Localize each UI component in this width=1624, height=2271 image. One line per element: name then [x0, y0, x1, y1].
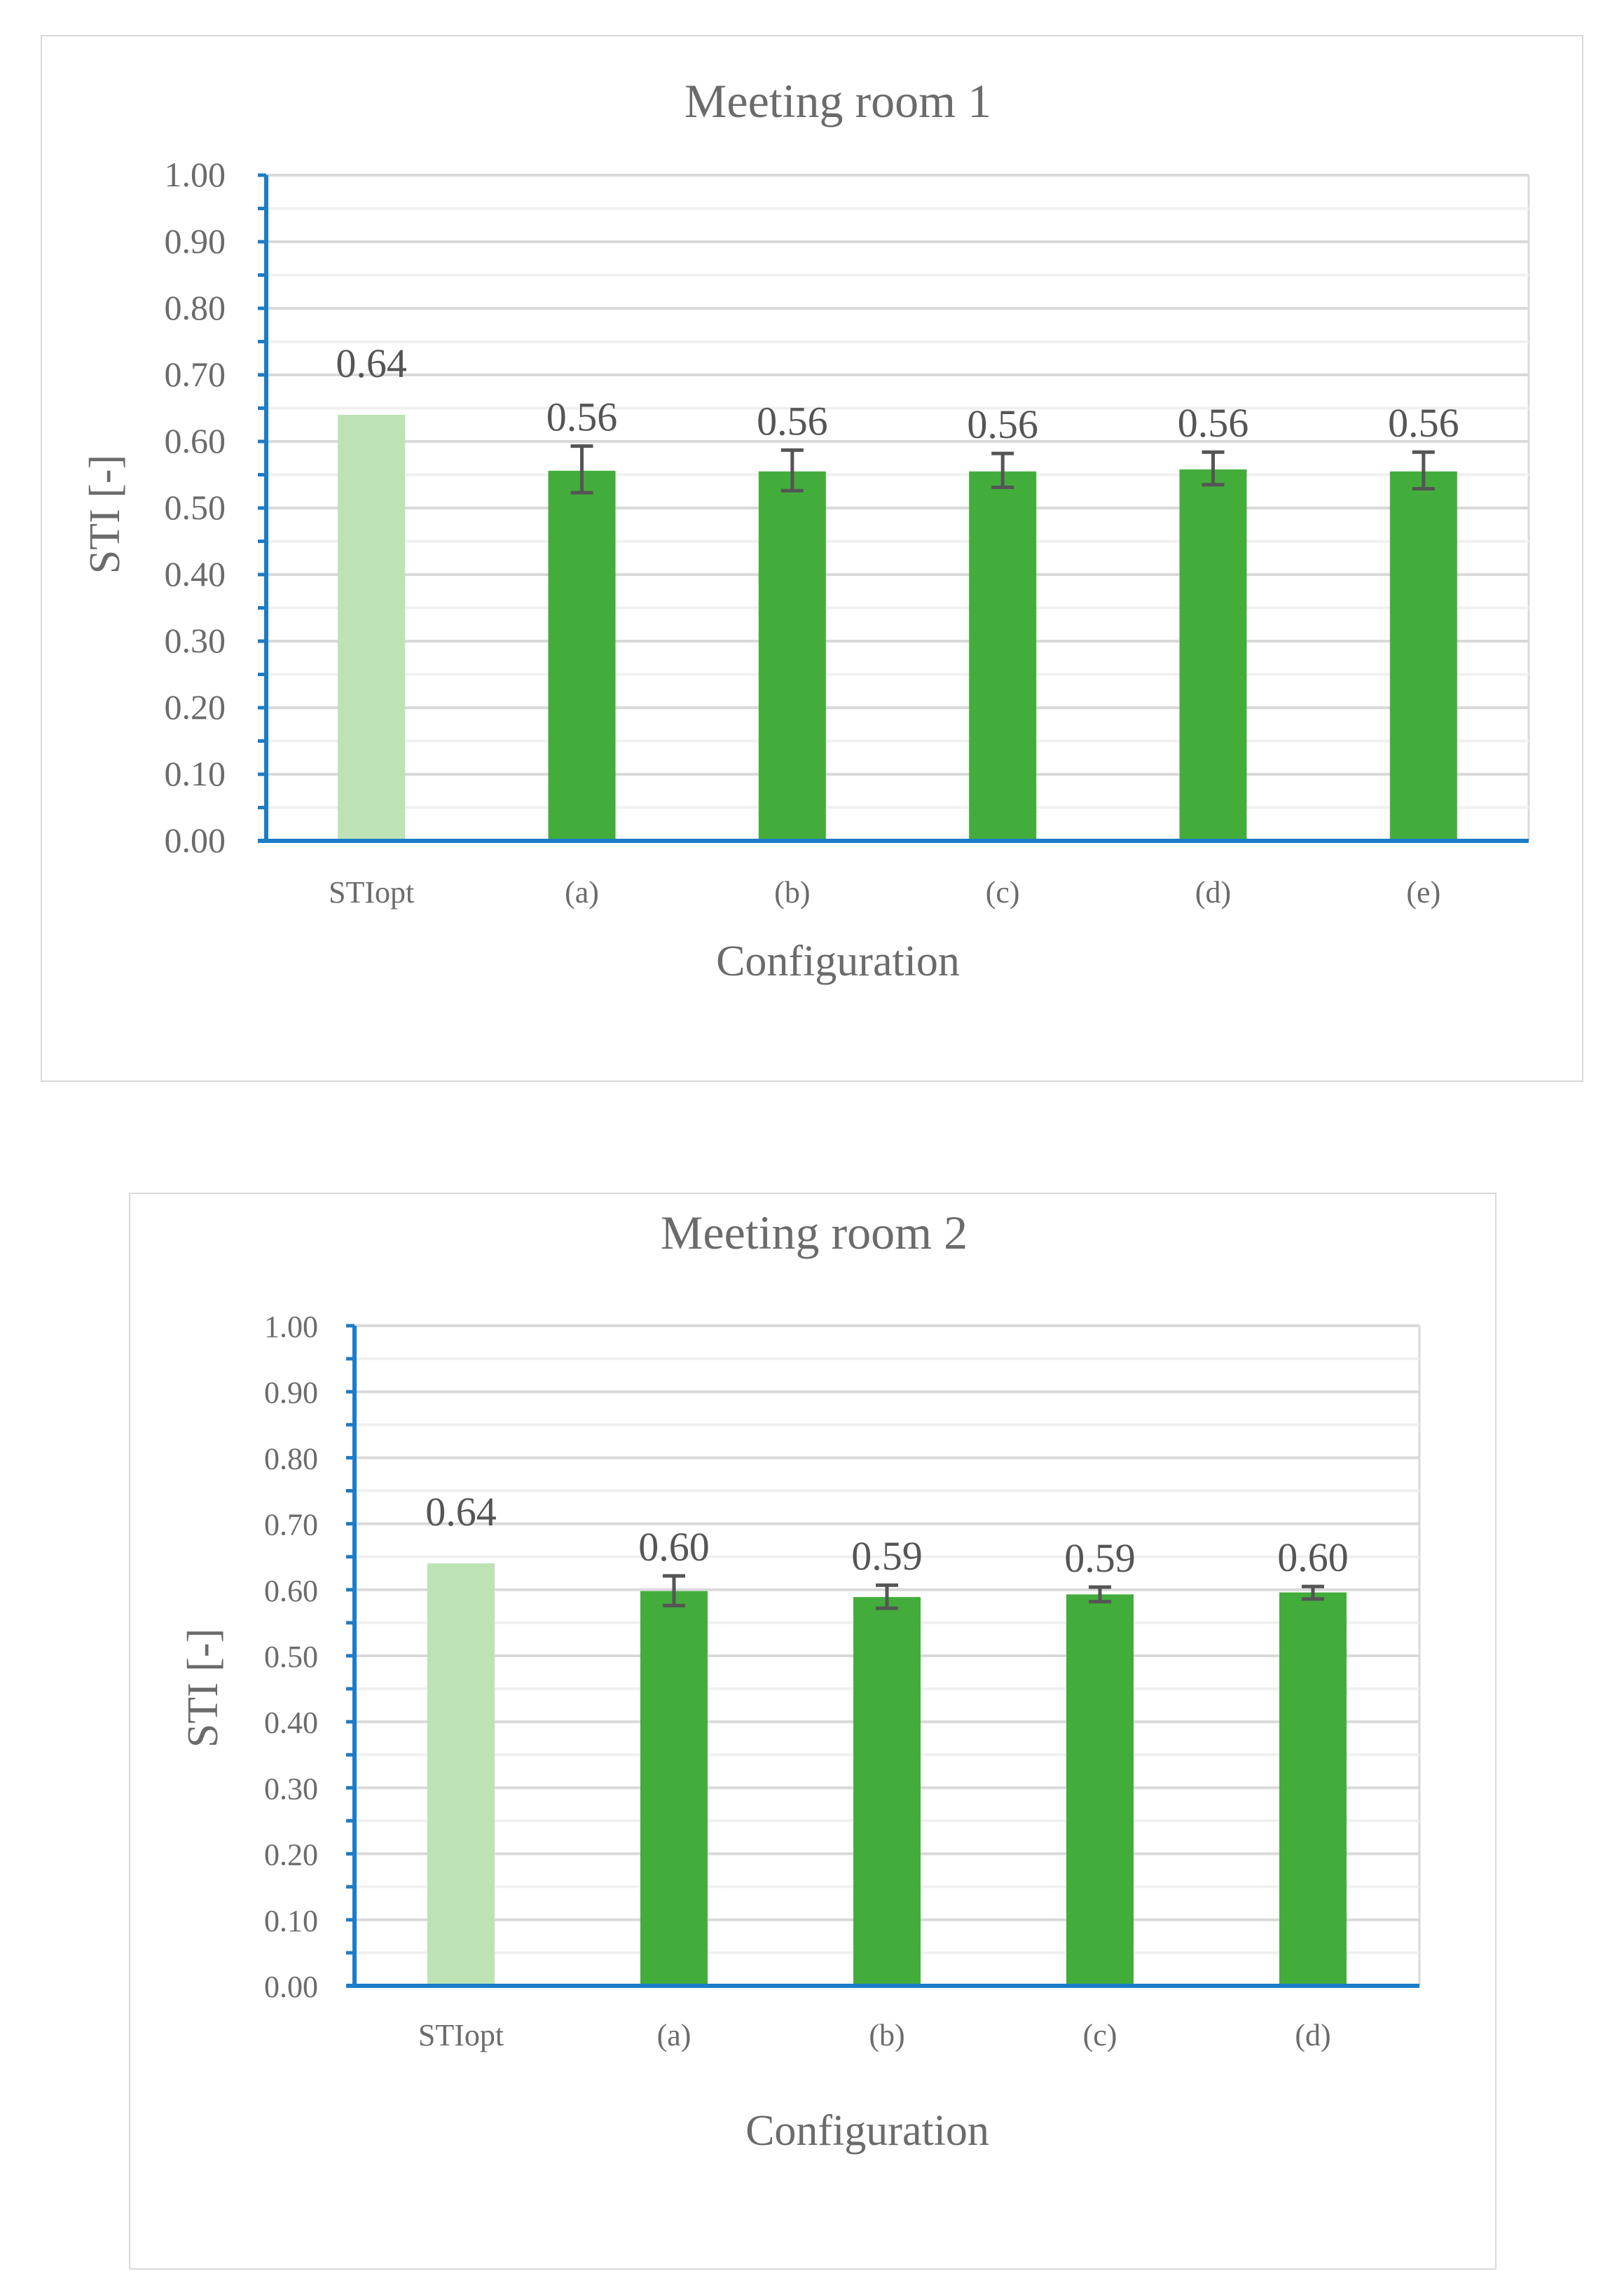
x-tick-label: (e)	[1406, 875, 1440, 910]
bar	[758, 471, 826, 841]
data-label: 0.59	[1064, 1535, 1136, 1581]
data-label: 0.56	[1388, 400, 1459, 446]
y-tick-label: 0.70	[264, 1508, 318, 1542]
bar	[1279, 1592, 1347, 1986]
data-label: 0.64	[336, 341, 407, 386]
chart-svg-meeting-room-2: Meeting room 2 Configuration STI [-] 0.6…	[179, 1206, 1421, 2155]
y-tick-label: 0.80	[264, 1441, 318, 1476]
x-tick-label: (a)	[565, 875, 599, 910]
chart-panel-meeting-room-1: Meeting room 1 Configuration STI [-] 0.6…	[41, 35, 1583, 1082]
x-tick-label: (d)	[1295, 2018, 1330, 2052]
chart-title: Meeting room 1	[684, 74, 991, 128]
data-label: 0.60	[1277, 1535, 1349, 1580]
bar	[548, 470, 616, 841]
y-tick-label: 0.40	[165, 554, 226, 594]
bar	[640, 1591, 708, 1986]
data-label: 0.56	[967, 402, 1038, 447]
x-tick-label: (c)	[1083, 2018, 1117, 2052]
bar	[853, 1597, 921, 1986]
bar	[1389, 471, 1457, 841]
y-tick-label: 0.30	[165, 621, 226, 660]
chart-panel-meeting-room-2: Meeting room 2 Configuration STI [-] 0.6…	[129, 1193, 1496, 2270]
x-tick-label: (b)	[869, 2018, 904, 2052]
x-tick-label: (b)	[774, 875, 810, 910]
x-tick-label: STIopt	[418, 2018, 504, 2052]
data-label: 0.56	[546, 394, 618, 440]
y-tick-label: 0.20	[165, 687, 226, 727]
data-label: 0.60	[638, 1524, 710, 1570]
data-label: 0.64	[425, 1489, 497, 1535]
data-label: 0.56	[757, 398, 828, 444]
bar	[1179, 469, 1247, 841]
bar	[338, 415, 406, 841]
y-tick-label: 0.20	[264, 1838, 318, 1872]
data-label: 0.56	[1178, 400, 1249, 446]
y-tick-label: 0.90	[264, 1375, 318, 1410]
y-tick-label: 0.50	[165, 488, 226, 527]
x-tick-label: (d)	[1195, 875, 1231, 910]
chart-title: Meeting room 2	[661, 1206, 968, 1259]
bar	[427, 1563, 495, 1986]
y-tick-label: 0.50	[264, 1640, 318, 1674]
y-tick-label: 1.00	[264, 1310, 318, 1344]
x-tick-label: STIopt	[329, 875, 414, 910]
y-tick-label: 0.80	[165, 288, 226, 327]
y-tick-label: 0.90	[165, 221, 226, 261]
y-axis-title: STI [-]	[81, 455, 129, 574]
y-tick-label: 0.30	[264, 1771, 318, 1806]
chart-svg-meeting-room-1: Meeting room 1 Configuration STI [-] 0.6…	[81, 74, 1530, 985]
x-axis-title: Configuration	[745, 2107, 989, 2155]
y-tick-label: 0.40	[264, 1706, 318, 1740]
y-tick-label: 0.00	[165, 821, 226, 860]
x-tick-label: (a)	[657, 2018, 691, 2052]
y-axis-title: STI [-]	[179, 1628, 227, 1748]
y-tick-label: 1.00	[165, 155, 226, 194]
y-tick-label: 0.00	[264, 1970, 318, 2004]
y-tick-label: 0.70	[165, 355, 226, 394]
data-label: 0.59	[851, 1533, 923, 1579]
bar	[1066, 1594, 1134, 1986]
y-tick-label: 0.60	[165, 421, 226, 460]
y-tick-label: 0.60	[264, 1574, 318, 1608]
y-tick-label: 0.10	[165, 754, 226, 793]
x-axis-title: Configuration	[716, 938, 960, 985]
x-tick-label: (c)	[986, 875, 1020, 910]
bar	[969, 471, 1037, 841]
y-tick-label: 0.10	[264, 1904, 318, 1938]
